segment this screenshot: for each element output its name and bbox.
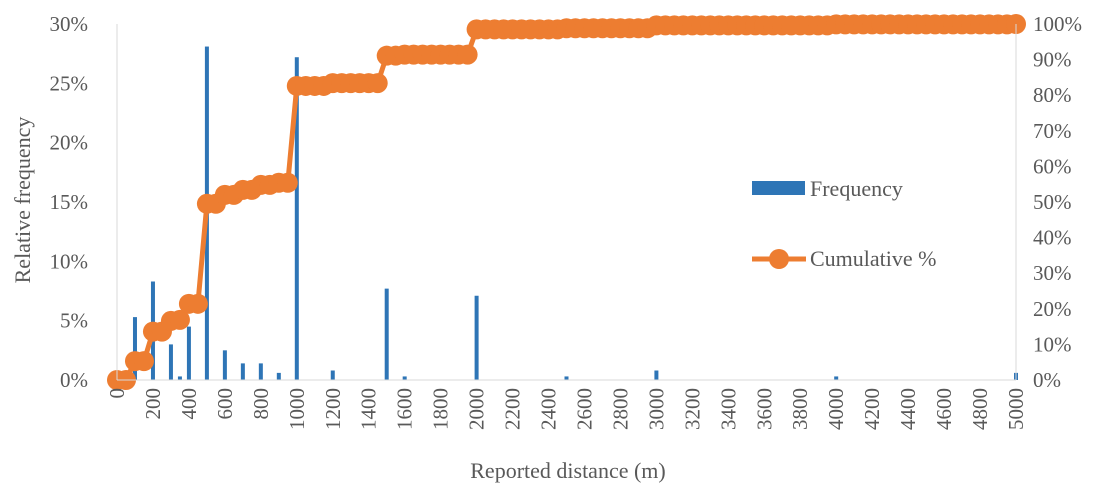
left-y-tick-label: 30% — [50, 12, 89, 36]
frequency-bar — [132, 317, 137, 380]
legend-cumulative-marker — [769, 249, 789, 269]
x-tick-label: 600 — [213, 388, 237, 420]
frequency-bar — [186, 326, 191, 380]
right-y-tick-label: 20% — [1033, 297, 1072, 321]
frequency-bar — [402, 376, 407, 380]
cumulative-line — [117, 21, 1017, 383]
cumulative-marker — [133, 351, 154, 372]
right-y-tick-label: 30% — [1033, 261, 1072, 285]
legend-frequency-swatch — [752, 181, 805, 195]
right-y-tick-label: 100% — [1033, 12, 1082, 36]
right-y-tick-label: 70% — [1033, 119, 1072, 143]
frequency-bar — [276, 372, 281, 380]
right-y-tick-label: 80% — [1033, 83, 1072, 107]
left-y-tick-label: 5% — [60, 309, 88, 333]
frequency-bar — [240, 363, 245, 380]
legend-frequency-label: Frequency — [810, 176, 903, 201]
plot-area — [107, 14, 1026, 390]
right-y-tick-label: 60% — [1033, 154, 1072, 178]
x-tick-label: 3600 — [752, 388, 776, 430]
x-tick-label: 4400 — [896, 388, 920, 430]
x-tick-label: 400 — [177, 388, 201, 420]
x-tick-label: 4200 — [860, 388, 884, 430]
x-tick-label: 800 — [249, 388, 273, 420]
cumulative-marker — [277, 172, 298, 193]
y-axis-title: Relative frequency — [10, 117, 35, 284]
frequency-bar — [654, 370, 659, 380]
x-tick-label: 1200 — [321, 388, 345, 430]
legend: Frequency Cumulative % — [752, 176, 936, 271]
cumulative-marker — [367, 73, 388, 94]
x-tick-label: 1000 — [285, 388, 309, 430]
right-y-tick-label: 90% — [1033, 48, 1072, 72]
x-axis-title: Reported distance (m) — [470, 458, 666, 483]
x-tick-label: 1800 — [429, 388, 453, 430]
frequency-bar — [384, 288, 389, 380]
right-y-tick-label: 10% — [1033, 332, 1072, 356]
x-tick-label: 2800 — [608, 388, 632, 430]
x-tick-label: 3400 — [716, 388, 740, 430]
frequency-bar — [177, 376, 182, 380]
x-tick-label: 3000 — [644, 388, 668, 430]
left-y-axis: 0% 5% 10% 15% 20% 25% 30% — [50, 12, 118, 392]
left-y-tick-label: 20% — [50, 131, 89, 155]
left-y-tick-label: 25% — [50, 71, 89, 95]
frequency-bar — [258, 363, 263, 380]
frequency-bar — [564, 376, 569, 380]
cumulative-marker — [187, 293, 208, 314]
frequency-bar — [168, 344, 173, 380]
x-tick-label: 1600 — [393, 388, 417, 430]
x-tick-label: 2600 — [572, 388, 596, 430]
frequency-bar — [294, 57, 299, 381]
x-tick-label: 2400 — [537, 388, 561, 430]
frequency-bar — [222, 350, 227, 380]
frequency-bar — [330, 370, 335, 380]
legend-cumulative-label: Cumulative % — [810, 246, 936, 271]
right-y-tick-label: 50% — [1033, 190, 1072, 214]
left-y-tick-label: 15% — [50, 190, 89, 214]
x-tick-label: 0 — [105, 388, 129, 399]
x-tick-label: 2200 — [501, 388, 525, 430]
x-axis: 0 200 400 600 800 1000 1200 1400 1600 1800 2000 220… — [105, 379, 1028, 430]
x-tick-label: 4800 — [968, 388, 992, 430]
left-y-tick-label: 10% — [50, 249, 89, 273]
x-tick-label: 2000 — [465, 388, 489, 430]
cumulative-marker — [457, 44, 478, 65]
right-y-axis: 0% 10% 20% 30% 40% 50% 60% 70% 80% 90% 100% — [1015, 12, 1082, 392]
x-tick-label: 4600 — [932, 388, 956, 430]
x-tick-label: 5000 — [1004, 388, 1028, 430]
x-tick-label: 4000 — [824, 388, 848, 430]
x-tick-label: 1400 — [357, 388, 381, 430]
right-y-tick-label: 40% — [1033, 226, 1072, 250]
right-y-tick-label: 0% — [1033, 368, 1061, 392]
x-tick-label: 3200 — [680, 388, 704, 430]
x-tick-label: 3800 — [788, 388, 812, 430]
frequency-bar — [474, 295, 479, 380]
x-tick-label: 200 — [141, 388, 165, 420]
left-y-tick-label: 0% — [60, 368, 88, 392]
cumulative-marker — [169, 309, 190, 330]
frequency-bar — [834, 376, 839, 380]
